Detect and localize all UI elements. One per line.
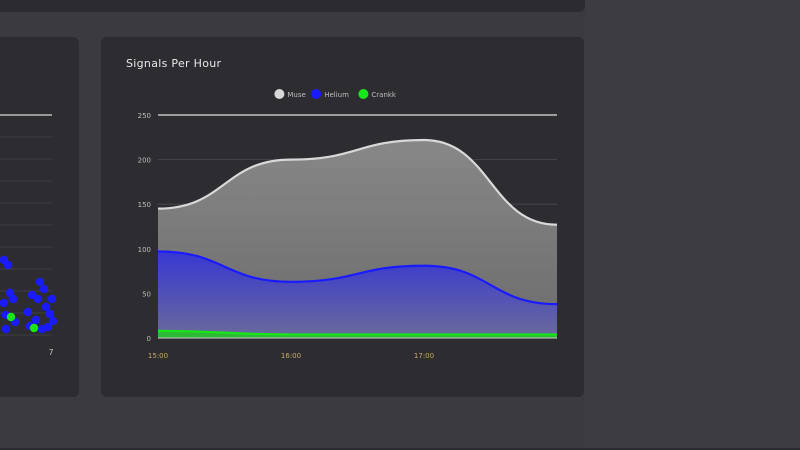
series-line-helium	[157, 250, 558, 306]
bottom-border	[0, 448, 800, 450]
area-chart-svg: Muse Helium Crankk 0 50 100 150 200 250 15:00 16…	[138, 89, 558, 360]
x-axis-labels: 15:00 16:00 17:00	[148, 352, 434, 360]
series-line-muse	[157, 138, 558, 226]
series-area-helium	[158, 251, 557, 338]
scatter-gridlines	[0, 114, 52, 336]
scatter-point	[8, 294, 18, 304]
legend-marker-muse	[274, 89, 285, 99]
y-tick-label: 50	[142, 290, 151, 298]
scatter-point	[1, 324, 11, 334]
scatter-chart-card: 7	[0, 37, 79, 397]
y-tick-label: 200	[138, 157, 151, 165]
right-panel-background	[585, 0, 800, 450]
series-line-crankk	[157, 329, 557, 336]
scatter-x-tick-label: 7	[48, 348, 53, 357]
legend-marker-helium	[311, 89, 322, 99]
chart-legend: Muse Helium Crankk	[274, 89, 397, 99]
scatter-point	[41, 302, 51, 312]
chart-title: Signals Per Hour	[126, 57, 222, 70]
y-tick-label: 100	[138, 246, 151, 254]
legend-label-helium: Helium	[324, 91, 349, 99]
scatter-point	[29, 323, 39, 333]
scatter-point	[39, 284, 49, 294]
scatter-point	[3, 260, 13, 270]
scatter-point	[47, 294, 57, 304]
signals-chart-card: Signals Per Hour Muse Helium Crankk 0 50 100…	[101, 37, 584, 397]
y-tick-label: 0	[147, 335, 151, 343]
scatter-point	[45, 309, 55, 319]
scatter-point	[33, 294, 43, 304]
scatter-points	[0, 255, 58, 334]
x-tick-label: 15:00	[148, 352, 168, 360]
chart-series-areas	[157, 138, 558, 339]
scatter-chart-svg: 7	[0, 114, 58, 357]
scatter-point	[48, 316, 58, 326]
scatter-point	[6, 312, 16, 322]
scatter-point	[43, 322, 53, 332]
legend-label-crankk: Crankk	[371, 91, 397, 99]
y-tick-label: 150	[138, 201, 151, 209]
scatter-point	[35, 277, 45, 287]
legend-label-muse: Muse	[287, 91, 305, 99]
scatter-point	[23, 307, 33, 317]
x-tick-label: 17:00	[414, 352, 434, 360]
legend-marker-crankk	[358, 89, 369, 99]
x-tick-label: 16:00	[281, 352, 301, 360]
scatter-point	[0, 298, 9, 308]
scatter-point	[27, 290, 37, 300]
top-bar	[0, 0, 585, 12]
y-axis-labels: 0 50 100 150 200 250	[138, 112, 151, 343]
scatter-point	[31, 315, 41, 325]
y-tick-label: 250	[138, 112, 151, 120]
